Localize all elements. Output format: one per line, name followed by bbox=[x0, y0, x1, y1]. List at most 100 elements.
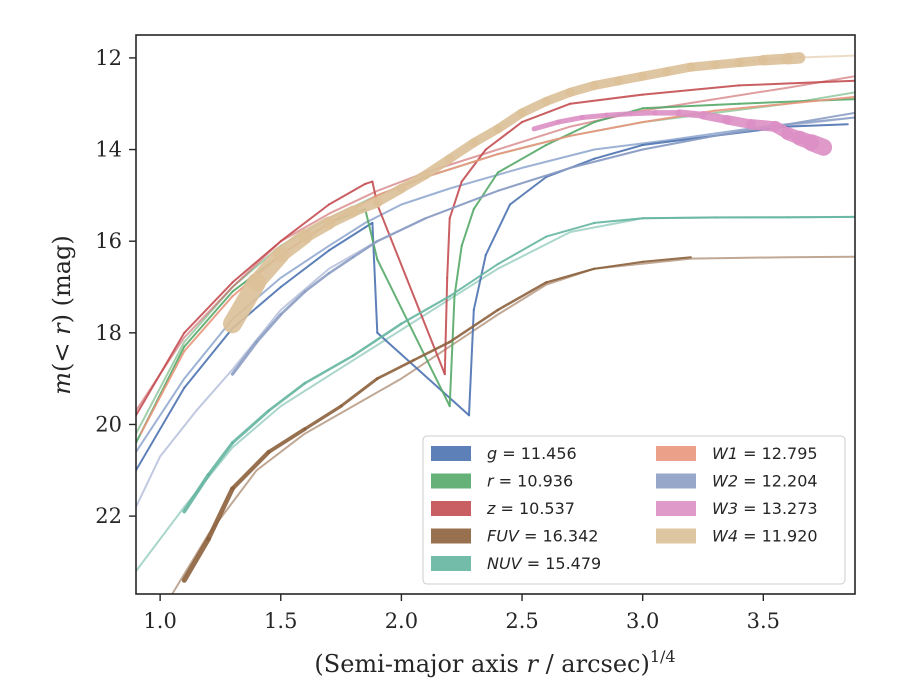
x-axis: 1.0 1.5 2.0 2.5 3.0 3.5 bbox=[143, 594, 780, 633]
segment-FUV bbox=[303, 404, 343, 431]
y-tick-label: 20 bbox=[95, 412, 122, 436]
segment-NUV bbox=[267, 381, 307, 413]
segment-W2 bbox=[230, 340, 259, 376]
legend-label: W2 = 12.204 bbox=[712, 472, 818, 491]
segment-NUV bbox=[786, 215, 855, 219]
segment-z bbox=[460, 148, 487, 183]
x-tick-label: 2.5 bbox=[505, 609, 538, 633]
segment-W2 bbox=[496, 166, 572, 192]
legend-swatch bbox=[656, 446, 696, 461]
segment-FUV bbox=[448, 308, 500, 344]
segment-W4 bbox=[372, 183, 407, 207]
y-tick-label: 18 bbox=[95, 321, 122, 345]
segment-FUV bbox=[230, 449, 271, 491]
series-W3 bbox=[531, 109, 833, 156]
series-NUV bbox=[182, 215, 855, 514]
segment-r bbox=[376, 258, 451, 408]
legend-label: W4 = 11.920 bbox=[712, 527, 818, 546]
x-tick-label: 3.5 bbox=[747, 609, 780, 633]
segment-FUV bbox=[339, 377, 379, 408]
segment-z bbox=[376, 203, 446, 376]
segment-NUV bbox=[231, 409, 271, 445]
segment-W2 bbox=[303, 272, 331, 293]
segment-W1 bbox=[139, 350, 186, 435]
y-axis: 12 14 16 18 20 22 bbox=[95, 46, 136, 528]
segment-W4 bbox=[781, 52, 806, 65]
legend-swatch bbox=[431, 528, 471, 544]
series-z bbox=[136, 79, 855, 417]
segment-W2 bbox=[327, 255, 355, 275]
segment-FUV bbox=[375, 358, 415, 380]
segment-g bbox=[786, 123, 849, 128]
segment-W2 bbox=[351, 239, 379, 259]
segment-g bbox=[136, 386, 186, 472]
segment-W1 bbox=[714, 102, 789, 112]
series-FUV bbox=[181, 256, 692, 583]
legend-label: W1 = 12.795 bbox=[712, 444, 818, 463]
x-tick-label: 1.5 bbox=[264, 609, 297, 633]
segment-r bbox=[545, 121, 596, 146]
y-tick-label: 12 bbox=[95, 46, 122, 70]
segment-NUV bbox=[641, 216, 717, 220]
segment-W1 bbox=[569, 121, 644, 137]
segment-r bbox=[472, 171, 499, 211]
segment-W3 bbox=[555, 115, 585, 125]
segment-NUV bbox=[448, 263, 499, 298]
series-curves bbox=[136, 52, 855, 583]
legend-item-NUV: NUV = 15.479 bbox=[431, 554, 601, 573]
segment-z bbox=[738, 79, 855, 87]
legend-item-r: r = 10.936 bbox=[431, 472, 573, 491]
segment-W2 bbox=[424, 189, 499, 220]
segment-z bbox=[484, 121, 523, 151]
segment-r bbox=[364, 208, 379, 261]
segment-z bbox=[328, 182, 367, 206]
series-W4 bbox=[223, 52, 806, 334]
legend-swatch bbox=[656, 501, 696, 516]
segment-W2 bbox=[279, 290, 307, 316]
segment-g bbox=[593, 144, 644, 160]
reference-curve-FUV bbox=[171, 255, 855, 594]
legend-swatch bbox=[431, 501, 471, 516]
segment-W3 bbox=[531, 119, 561, 132]
segment-W4 bbox=[469, 124, 503, 148]
legend-box bbox=[422, 435, 846, 585]
segment-NUV bbox=[303, 354, 355, 385]
x-tick-label: 2.0 bbox=[385, 609, 418, 633]
segment-g bbox=[376, 331, 470, 417]
segment-NUV bbox=[496, 235, 548, 266]
segment-NUV bbox=[351, 322, 403, 357]
segment-z bbox=[136, 331, 186, 417]
segment-FUV bbox=[181, 536, 211, 583]
segment-NUV bbox=[593, 217, 644, 224]
y-tick-label: 16 bbox=[95, 229, 122, 253]
segment-W1 bbox=[786, 95, 855, 105]
segment-r bbox=[448, 295, 456, 408]
segment-z bbox=[448, 180, 463, 220]
segment-W2 bbox=[569, 148, 644, 169]
segment-FUV bbox=[266, 427, 307, 454]
segment-r bbox=[641, 102, 741, 110]
legend-item-g: g = 11.456 bbox=[431, 444, 577, 463]
legend-label: g = 11.456 bbox=[487, 444, 577, 463]
segment-W3 bbox=[803, 134, 833, 156]
legend-item-z: z = 10.537 bbox=[431, 499, 575, 518]
segment-W2 bbox=[376, 217, 427, 243]
segment-FUV bbox=[545, 267, 596, 284]
segment-NUV bbox=[545, 221, 596, 238]
segment-FUV bbox=[206, 486, 235, 542]
segment-r bbox=[453, 244, 463, 298]
legend-item-W3: W3 = 13.273 bbox=[656, 499, 818, 518]
segment-FUV bbox=[496, 281, 548, 312]
y-tick-label: 22 bbox=[95, 504, 122, 528]
segment-FUV bbox=[593, 260, 644, 270]
x-tick-label: 3.0 bbox=[626, 609, 659, 633]
plot-frame bbox=[135, 34, 856, 595]
legend-item-W4: W4 = 11.920 bbox=[656, 527, 818, 546]
legend-label: z = 10.537 bbox=[486, 499, 575, 518]
segment-W4 bbox=[421, 154, 455, 180]
segment-W1 bbox=[183, 295, 234, 353]
x-tick-label: 1.0 bbox=[143, 609, 176, 633]
segment-NUV bbox=[206, 441, 235, 477]
segment-W1 bbox=[424, 153, 499, 178]
